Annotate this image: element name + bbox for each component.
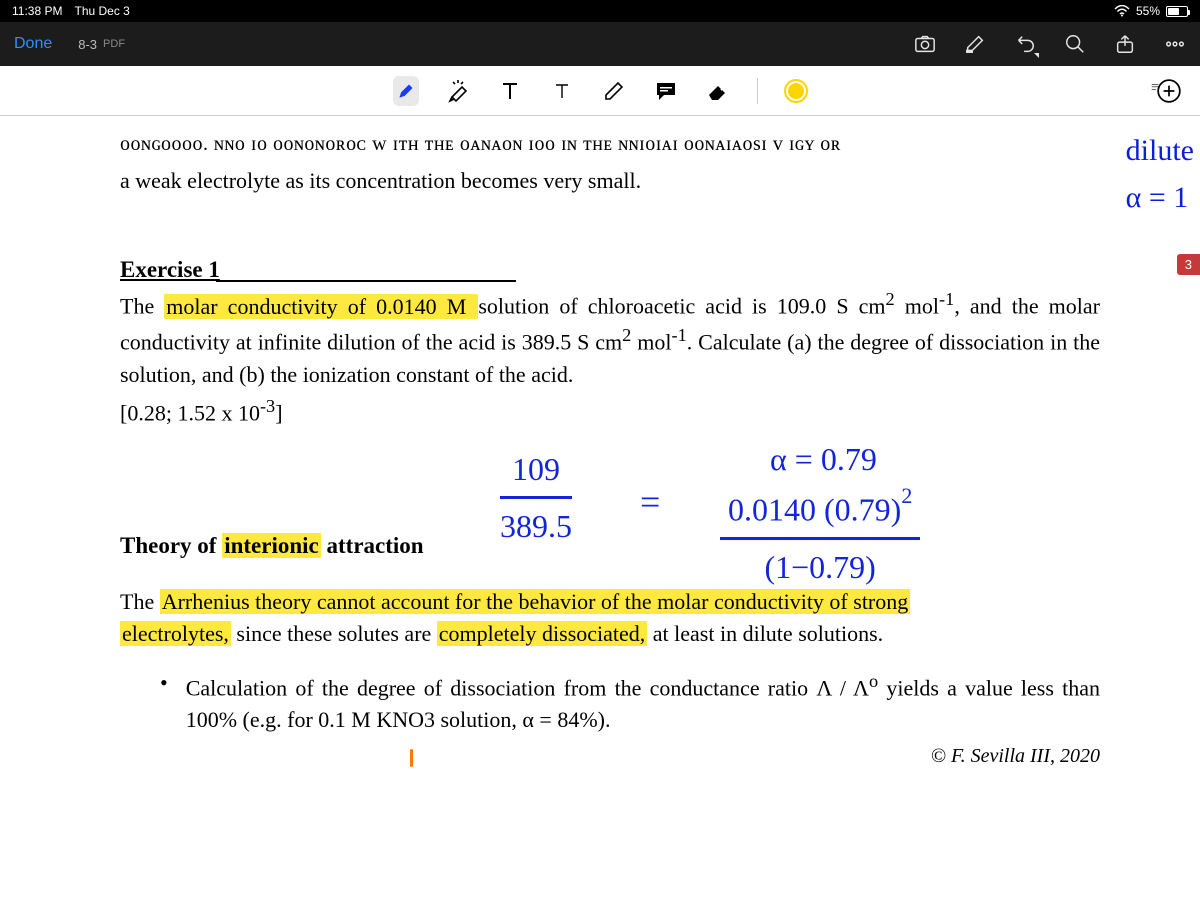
search-icon[interactable]: [1064, 33, 1086, 55]
exercise-heading: Exercise 1: [120, 253, 220, 286]
exercise-answer: [0.28; 1.52 x 10-3]: [120, 393, 1100, 429]
bullet-item: • Calculation of the degree of dissociat…: [160, 668, 1100, 736]
highlight-interionic: interionic: [222, 533, 321, 558]
status-time: 11:38 PM: [12, 4, 62, 18]
truncated-prev-line: ᴏᴏɴɢᴏᴏᴏᴏ. ɴɴᴏ ɪᴏ ᴏᴏɴᴏɴᴏʀᴏᴄ ᴡ ɪᴛʜ ᴛʜᴇ ᴏᴀɴ…: [120, 130, 1100, 159]
text-tool-small[interactable]: [549, 76, 575, 106]
copyright-line: © F. Sevilla III, 2020: [120, 742, 1100, 771]
heading-underline: [216, 280, 516, 282]
document-title[interactable]: 8-3 PDF: [78, 37, 125, 52]
highlight-arrhenius-2: electrolytes,: [120, 621, 231, 646]
arrhenius-paragraph: The Arrhenius theory cannot account for …: [120, 586, 1100, 650]
toolbar-divider: [757, 78, 758, 104]
highlight-arrhenius-1: Arrhenius theory cannot account for the …: [160, 589, 911, 614]
pen-tool[interactable]: [393, 76, 419, 106]
undo-icon[interactable]: [1014, 33, 1036, 55]
exercise-text: The molar conductivity of 0.0140 M solut…: [120, 286, 1100, 390]
highlight-1: molar conductivity of 0.0140 M: [164, 294, 478, 319]
section-heading: Theory of interionic attraction: [120, 529, 1100, 562]
text-tool-big[interactable]: [497, 76, 523, 106]
color-picker[interactable]: [784, 79, 808, 103]
document-viewport[interactable]: ᴏᴏɴɢᴏᴏᴏᴏ. ɴɴᴏ ɪᴏ ᴏᴏɴᴏɴᴏʀᴏᴄ ᴡ ɪᴛʜ ᴛʜᴇ ᴏᴀɴ…: [0, 116, 1200, 771]
margin-handwriting: dilute α = 1: [1126, 134, 1194, 214]
add-annotation-icon[interactable]: [1156, 78, 1182, 109]
more-icon[interactable]: [1164, 33, 1186, 55]
comment-tool[interactable]: [653, 76, 679, 106]
markup-toolbar: [0, 66, 1200, 116]
pdf-nav-bar: Done 8-3 PDF: [0, 22, 1200, 66]
markup-toggle-icon[interactable]: [964, 33, 986, 55]
page-number-badge[interactable]: 3: [1177, 254, 1200, 275]
highlight-dissociated: completely dissociated,: [437, 621, 648, 646]
eraser-tool[interactable]: [705, 76, 731, 106]
bullet-dot: •: [160, 668, 168, 736]
battery-icon: [1166, 6, 1188, 17]
battery-percent: 55%: [1136, 4, 1160, 18]
camera-icon[interactable]: [914, 33, 936, 55]
wifi-icon: [1114, 5, 1130, 17]
highlighter-tool[interactable]: [445, 76, 471, 106]
done-button[interactable]: Done: [14, 35, 52, 53]
status-date: Thu Dec 3: [74, 4, 129, 18]
handwriting-alpha: α = 0.79: [770, 436, 877, 482]
pencil-tool[interactable]: [601, 76, 627, 106]
insertion-cursor: [410, 749, 413, 767]
intro-line: a weak electrolyte as its concentration …: [120, 165, 1100, 197]
ipad-status-bar: 11:38 PM Thu Dec 3 55%: [0, 0, 1200, 22]
share-icon[interactable]: [1114, 33, 1136, 55]
handwriting-equals: =: [640, 476, 660, 528]
